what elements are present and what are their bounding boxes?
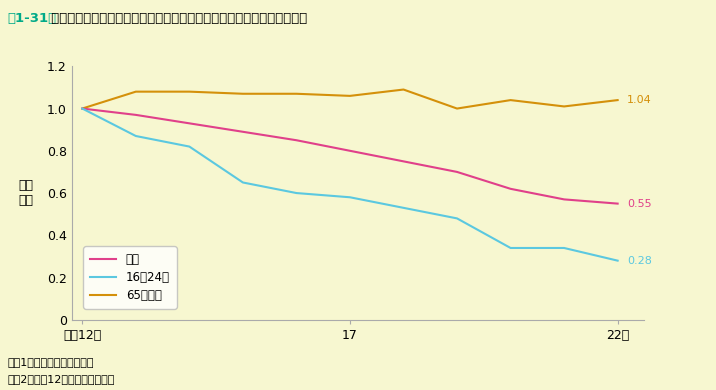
Text: 注　1　警察庁資料による。: 注 1 警察庁資料による。 [7,357,94,367]
Text: 0.55: 0.55 [627,199,652,209]
Text: 自動車（第１当事者）運転者の若者・高齢者別死亡事故発生件数の推移: 自動車（第１当事者）運転者の若者・高齢者別死亡事故発生件数の推移 [47,12,306,25]
Legend: 総数, 16～24歳, 65歳以上: 総数, 16～24歳, 65歳以上 [83,246,177,309]
Text: 第1-31図: 第1-31図 [7,12,57,25]
Text: 2　平成12年を１とした指数: 2 平成12年を１とした指数 [7,374,115,385]
Text: （指
数）: （指 数） [19,179,33,207]
Text: 0.28: 0.28 [627,256,652,266]
Text: 1.04: 1.04 [627,95,652,105]
